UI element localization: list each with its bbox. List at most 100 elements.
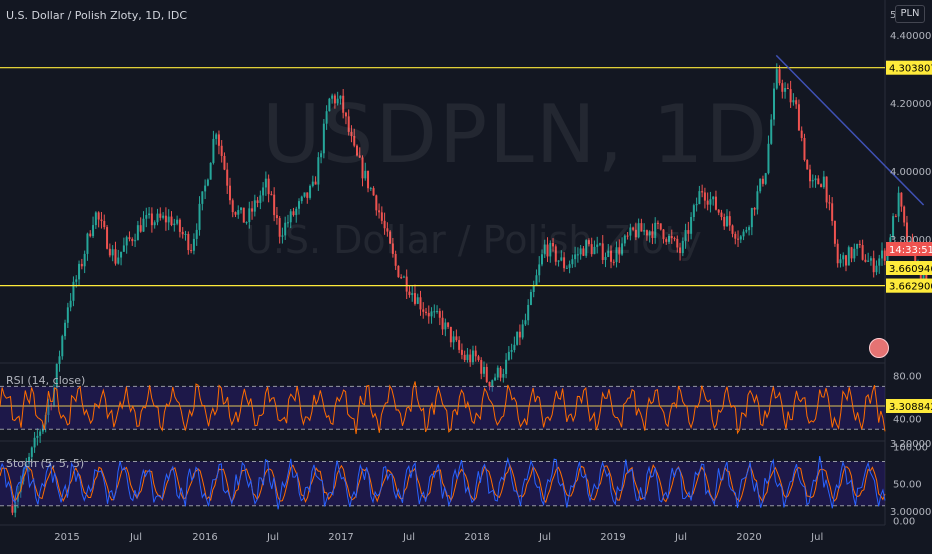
candle-body [433, 311, 436, 313]
candle-body [164, 215, 167, 223]
candle-body [814, 178, 817, 181]
price-tag [886, 242, 932, 256]
candle-body [480, 360, 483, 374]
candle-body [267, 178, 270, 195]
candle-body [187, 233, 190, 251]
candle-body [596, 244, 599, 247]
candle-body [714, 196, 717, 210]
candle-body [839, 259, 842, 264]
price-tick-label: 3.000000 [890, 507, 932, 518]
candle-body [131, 239, 134, 242]
candle-body [425, 311, 428, 313]
candle-body [731, 225, 734, 234]
candle-body [217, 134, 220, 146]
candle-body [610, 250, 613, 262]
candle-body [256, 200, 259, 203]
candle-body [761, 178, 764, 184]
candle-body [273, 194, 276, 216]
candle-body [402, 276, 405, 278]
candle-body [58, 356, 61, 364]
candle-body [847, 247, 850, 266]
candle-body [234, 212, 237, 215]
candle-body [869, 258, 872, 261]
candle-body [466, 354, 469, 360]
candle-body [36, 435, 39, 438]
candle-body [344, 112, 347, 117]
candle-body [242, 207, 245, 223]
candle-body [411, 293, 414, 296]
rsi-label[interactable]: RSI (14, close) [6, 374, 86, 387]
candle-body [789, 89, 792, 103]
level-tag [886, 398, 932, 413]
candle-body [803, 137, 806, 160]
candle-body [670, 235, 673, 239]
candle-body [833, 220, 836, 244]
candle-body [41, 424, 44, 432]
candle-body [725, 216, 728, 227]
candle-body [881, 250, 884, 259]
candle-body [380, 212, 383, 221]
candle-body [822, 176, 825, 188]
candle-body [673, 238, 676, 240]
candle-body [11, 504, 14, 513]
candle-body [858, 243, 861, 246]
candle-body [831, 203, 834, 221]
candle-body [676, 238, 679, 248]
candle-body [797, 104, 800, 131]
candle-body [607, 250, 610, 257]
candle-body [192, 238, 195, 251]
candle-body [770, 119, 773, 144]
candle-body [513, 344, 516, 351]
candle-body [720, 212, 723, 217]
candle-body [637, 223, 640, 238]
candle-body [717, 209, 720, 213]
candle-body [643, 230, 646, 232]
time-tick-label: 2015 [54, 532, 79, 543]
currency-badge[interactable]: PLN [895, 5, 925, 23]
candle-body [817, 178, 820, 185]
flag-icon[interactable] [869, 338, 889, 358]
candle-body [576, 254, 579, 256]
candle-body [739, 236, 742, 240]
candle-body [875, 265, 878, 273]
candle-body [516, 331, 519, 345]
candle-body [173, 223, 176, 226]
candle-body [712, 196, 715, 200]
candle-body [784, 88, 787, 92]
candle-body [114, 249, 117, 264]
candle-body [469, 354, 472, 363]
candle-body [325, 111, 328, 124]
candle-body [212, 138, 215, 163]
candle-body [521, 324, 524, 338]
candle-body [750, 207, 753, 228]
candle-body [560, 257, 563, 261]
candle-body [795, 100, 798, 105]
candle-body [153, 222, 156, 226]
candle-body [303, 192, 306, 197]
candle-body [737, 238, 740, 240]
candle-body [505, 359, 508, 375]
candle-body [436, 311, 439, 313]
candle-body [201, 191, 204, 204]
candle-body [753, 207, 756, 210]
candle-body [701, 191, 704, 193]
candle-body [378, 210, 381, 213]
candle-body [645, 230, 648, 236]
candle-body [383, 220, 386, 229]
candle-body [391, 243, 394, 254]
candle-body [278, 218, 281, 237]
candle-body [209, 162, 212, 180]
candle-body [251, 208, 254, 212]
candle-body [314, 181, 317, 185]
candle-body [178, 219, 181, 232]
candle-body [223, 155, 226, 170]
candle-body [662, 229, 665, 240]
candle-body [190, 250, 193, 252]
candle-body [358, 155, 361, 158]
candle-body [444, 322, 447, 330]
stoch-label[interactable]: Stoch (5, 5, 5) [6, 457, 85, 470]
candle-body [264, 178, 267, 188]
candle-body [259, 195, 262, 203]
